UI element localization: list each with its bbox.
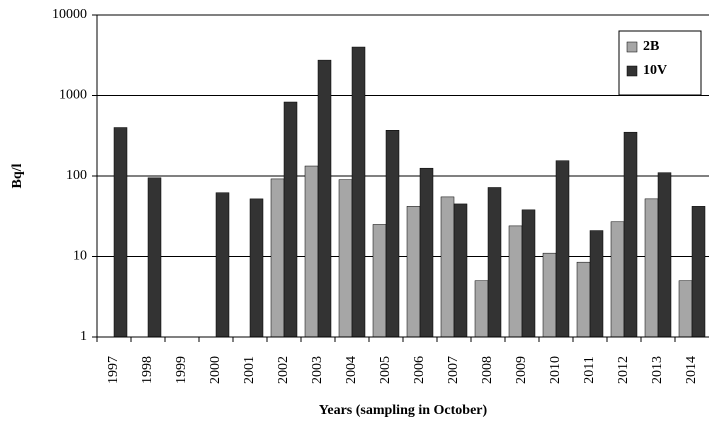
bar	[215, 192, 230, 338]
bar	[474, 280, 489, 338]
x-tick-label: 2007	[446, 356, 461, 384]
bar	[372, 224, 387, 338]
x-tick-label: 2000	[208, 356, 223, 384]
legend-box	[618, 30, 702, 96]
y-tick-label: 10	[73, 249, 87, 264]
bar	[283, 101, 298, 338]
bar	[338, 179, 353, 338]
x-tick-label: 2001	[242, 356, 257, 384]
bar	[657, 172, 672, 338]
bar	[576, 261, 591, 338]
legend-label: 10V	[643, 63, 667, 78]
bar	[678, 280, 693, 338]
bar	[542, 252, 557, 338]
bar	[113, 127, 128, 338]
x-tick-label: 2012	[616, 356, 631, 384]
x-tick-label: 1998	[140, 356, 155, 384]
x-tick-label: 2014	[684, 356, 699, 384]
x-tick-label: 2013	[650, 356, 665, 384]
x-axis-label: Years (sampling in October)	[319, 403, 488, 418]
y-axis-label: Bq/l	[10, 163, 25, 188]
y-tick-label: 100	[66, 168, 87, 183]
bar	[610, 221, 625, 338]
x-tick-label: 2005	[378, 356, 393, 384]
legend-swatch	[626, 65, 638, 77]
legend-swatch	[626, 41, 638, 53]
bar	[644, 198, 659, 338]
bar	[555, 160, 570, 338]
x-tick-label: 2009	[514, 356, 529, 384]
bar	[440, 196, 455, 338]
x-tick-label: 2011	[582, 356, 597, 383]
y-tick-label: 10000	[52, 7, 87, 22]
bar	[385, 130, 400, 338]
y-tick-label: 1000	[59, 88, 87, 103]
bar	[508, 225, 523, 338]
bar	[623, 131, 638, 338]
bar	[419, 167, 434, 338]
x-tick-label: 1997	[106, 356, 121, 384]
legend-label: 2B	[643, 39, 659, 54]
x-tick-label: 2004	[344, 356, 359, 384]
bar	[351, 46, 366, 338]
x-tick-label: 1999	[174, 356, 189, 384]
bar	[521, 209, 536, 338]
x-tick-label: 2003	[310, 356, 325, 384]
bar	[317, 59, 332, 338]
y-tick-label: 1	[80, 329, 87, 344]
bar	[406, 206, 421, 338]
bar	[691, 206, 706, 338]
bar	[147, 177, 162, 338]
bar	[249, 198, 264, 338]
bar	[453, 203, 468, 338]
x-tick-label: 2008	[480, 356, 495, 384]
bar	[589, 230, 604, 338]
x-tick-label: 2002	[276, 356, 291, 384]
bar	[270, 178, 285, 338]
bar	[304, 165, 319, 338]
x-tick-label: 2010	[548, 356, 563, 384]
bar	[487, 187, 502, 338]
x-tick-label: 2006	[412, 356, 427, 384]
